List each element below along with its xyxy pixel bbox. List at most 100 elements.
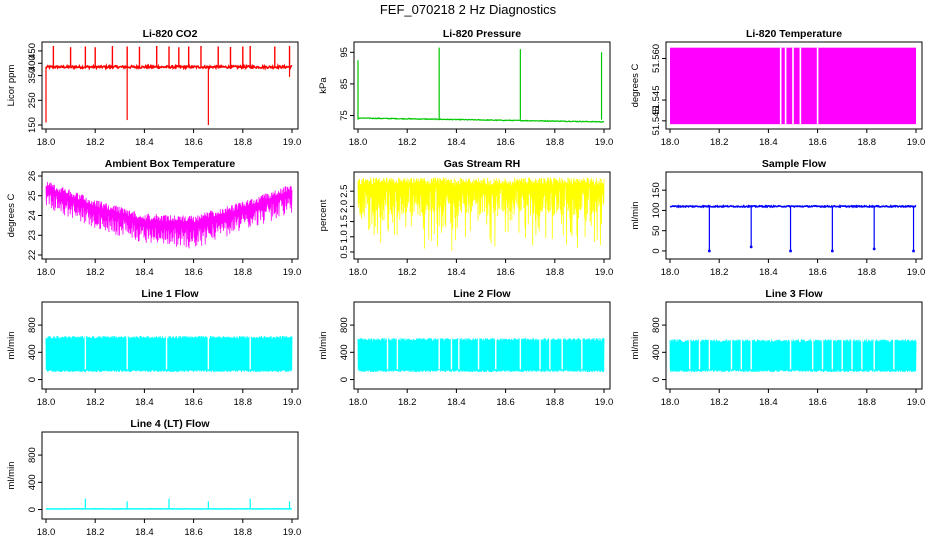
- x-tick-label: 19.0: [907, 267, 926, 278]
- x-tick-label: 18.4: [447, 397, 466, 408]
- series-line: [357, 177, 605, 251]
- y-tick-label: 400: [339, 344, 350, 360]
- y-tick-label: 250: [27, 92, 38, 108]
- chart-title: Li-820 CO2: [143, 28, 198, 40]
- chart-title: Ambient Box Temperature: [105, 158, 236, 170]
- plot-frame: [353, 301, 611, 390]
- series-line3_flow: [669, 338, 917, 373]
- y-tick-label: 95: [339, 47, 350, 58]
- dip-point: [707, 249, 711, 253]
- chart-panel-sample_flow: Sample Flow 18.0 18.2 18.4 18.6 18.8 19.0 0 50 10…: [630, 158, 925, 278]
- series-line2_flow: [357, 336, 605, 373]
- y-tick-label: 26: [27, 171, 38, 182]
- y-tick-label: 51.545: [651, 86, 662, 115]
- chart-title: Line 4 (LT) Flow: [130, 418, 210, 430]
- y-tick-label: 1.5: [339, 215, 350, 228]
- x-tick-label: 18.0: [661, 267, 680, 278]
- x-tick-label: 18.0: [349, 397, 368, 408]
- x-tick-label: 18.4: [135, 137, 154, 148]
- y-tick-label: 350: [27, 68, 38, 84]
- x-tick-label: 18.4: [135, 397, 154, 408]
- x-tick-label: 18.4: [135, 267, 154, 278]
- y-tick-label: 400: [27, 344, 38, 360]
- x-tick-label: 18.0: [349, 137, 368, 148]
- x-tick-label: 18.8: [234, 397, 253, 408]
- y-axis-label: Licor ppm: [6, 65, 17, 107]
- y-axis-label: percent: [318, 199, 329, 231]
- x-tick-label: 18.6: [808, 137, 827, 148]
- y-axis-label: ml/min: [630, 202, 641, 230]
- x-tick-label: 18.4: [759, 267, 778, 278]
- series-line: [669, 204, 917, 209]
- plot-frame: [353, 171, 611, 260]
- y-tick-label: 51.560: [651, 44, 662, 73]
- chart-panel-pressure: Li-820 Pressure 18.0 18.2 18.4 18.6 18.8 19.0 7…: [318, 28, 613, 148]
- x-tick-label: 18.2: [86, 527, 105, 538]
- chart-panel-line3_flow: Line 3 Flow 18.0 18.2 18.4 18.6 18.8 19.0 0 400 8…: [630, 288, 925, 408]
- x-tick-label: 18.8: [546, 137, 565, 148]
- plot-frame: [665, 171, 923, 260]
- chart-title: Sample Flow: [762, 158, 827, 170]
- x-tick-label: 18.2: [86, 137, 105, 148]
- x-tick-label: 18.8: [234, 137, 253, 148]
- chart-panel-line1_flow: Line 1 Flow 18.0 18.2 18.4 18.6 18.8 19.0 0 400 8…: [6, 288, 301, 408]
- plot-frame: [41, 301, 299, 390]
- y-tick-label: 2.0: [339, 200, 350, 213]
- figure-title: FEF_070218 2 Hz Diagnostics: [380, 2, 557, 17]
- x-tick-label: 19.0: [595, 267, 614, 278]
- dip-point: [912, 249, 915, 253]
- plot-frame: [41, 431, 299, 520]
- chart-title: Line 2 Flow: [453, 288, 511, 300]
- x-tick-label: 18.6: [184, 527, 203, 538]
- y-tick-label: 85: [339, 79, 350, 90]
- y-tick-label: 800: [339, 317, 350, 333]
- y-tick-label: 2.5: [339, 185, 350, 198]
- y-tick-label: 0: [27, 377, 38, 382]
- y-axis-label: degrees C: [6, 193, 17, 237]
- y-tick-label: 24: [27, 210, 38, 221]
- chart-title: Line 1 Flow: [141, 288, 199, 300]
- chart-panel-line4_flow: Line 4 (LT) Flow 18.0 18.2 18.4 18.6 18.8 19.0…: [6, 418, 301, 538]
- y-axis-label: ml/min: [6, 462, 17, 490]
- series-pressure: [357, 47, 605, 123]
- x-tick-label: 18.0: [661, 137, 680, 148]
- dip-point: [749, 245, 753, 249]
- x-tick-label: 18.0: [661, 397, 680, 408]
- chart-title: Line 3 Flow: [765, 288, 823, 300]
- y-tick-label: 400: [27, 55, 38, 71]
- y-tick-label: 51.545: [651, 106, 662, 135]
- x-tick-label: 18.8: [234, 267, 253, 278]
- series-co2: [45, 46, 293, 125]
- chart-title: Gas Stream RH: [444, 158, 520, 170]
- series-line: [45, 182, 293, 249]
- dip-point: [830, 249, 834, 253]
- x-tick-label: 18.6: [496, 397, 515, 408]
- y-tick-label: 450: [27, 43, 38, 59]
- series-line: [669, 339, 917, 373]
- x-tick-label: 18.4: [759, 137, 778, 148]
- chart-title: Li-820 Pressure: [443, 28, 521, 40]
- x-tick-label: 18.4: [759, 397, 778, 408]
- y-tick-label: 50: [651, 225, 662, 236]
- x-tick-label: 18.2: [86, 267, 105, 278]
- x-tick-label: 19.0: [283, 397, 302, 408]
- plot-frame: [41, 41, 299, 130]
- chart-panel-box_temp: Ambient Box Temperature 18.0 18.2 18.4 18.6 1…: [6, 158, 301, 278]
- x-tick-label: 18.6: [808, 397, 827, 408]
- y-tick-label: 800: [27, 447, 38, 463]
- y-tick-label: 400: [27, 474, 38, 490]
- series-box_temp: [45, 182, 293, 249]
- series-line: [357, 117, 605, 123]
- x-tick-label: 18.8: [858, 267, 877, 278]
- x-tick-label: 18.8: [858, 137, 877, 148]
- x-tick-label: 18.6: [496, 137, 515, 148]
- y-axis-label: ml/min: [6, 332, 17, 360]
- x-tick-label: 19.0: [907, 397, 926, 408]
- y-tick-label: 800: [651, 317, 662, 333]
- x-tick-label: 19.0: [595, 397, 614, 408]
- dip-point: [789, 249, 792, 253]
- chart-panel-line2_flow: Line 2 Flow 18.0 18.2 18.4 18.6 18.8 19.0 0 400 8…: [318, 288, 613, 408]
